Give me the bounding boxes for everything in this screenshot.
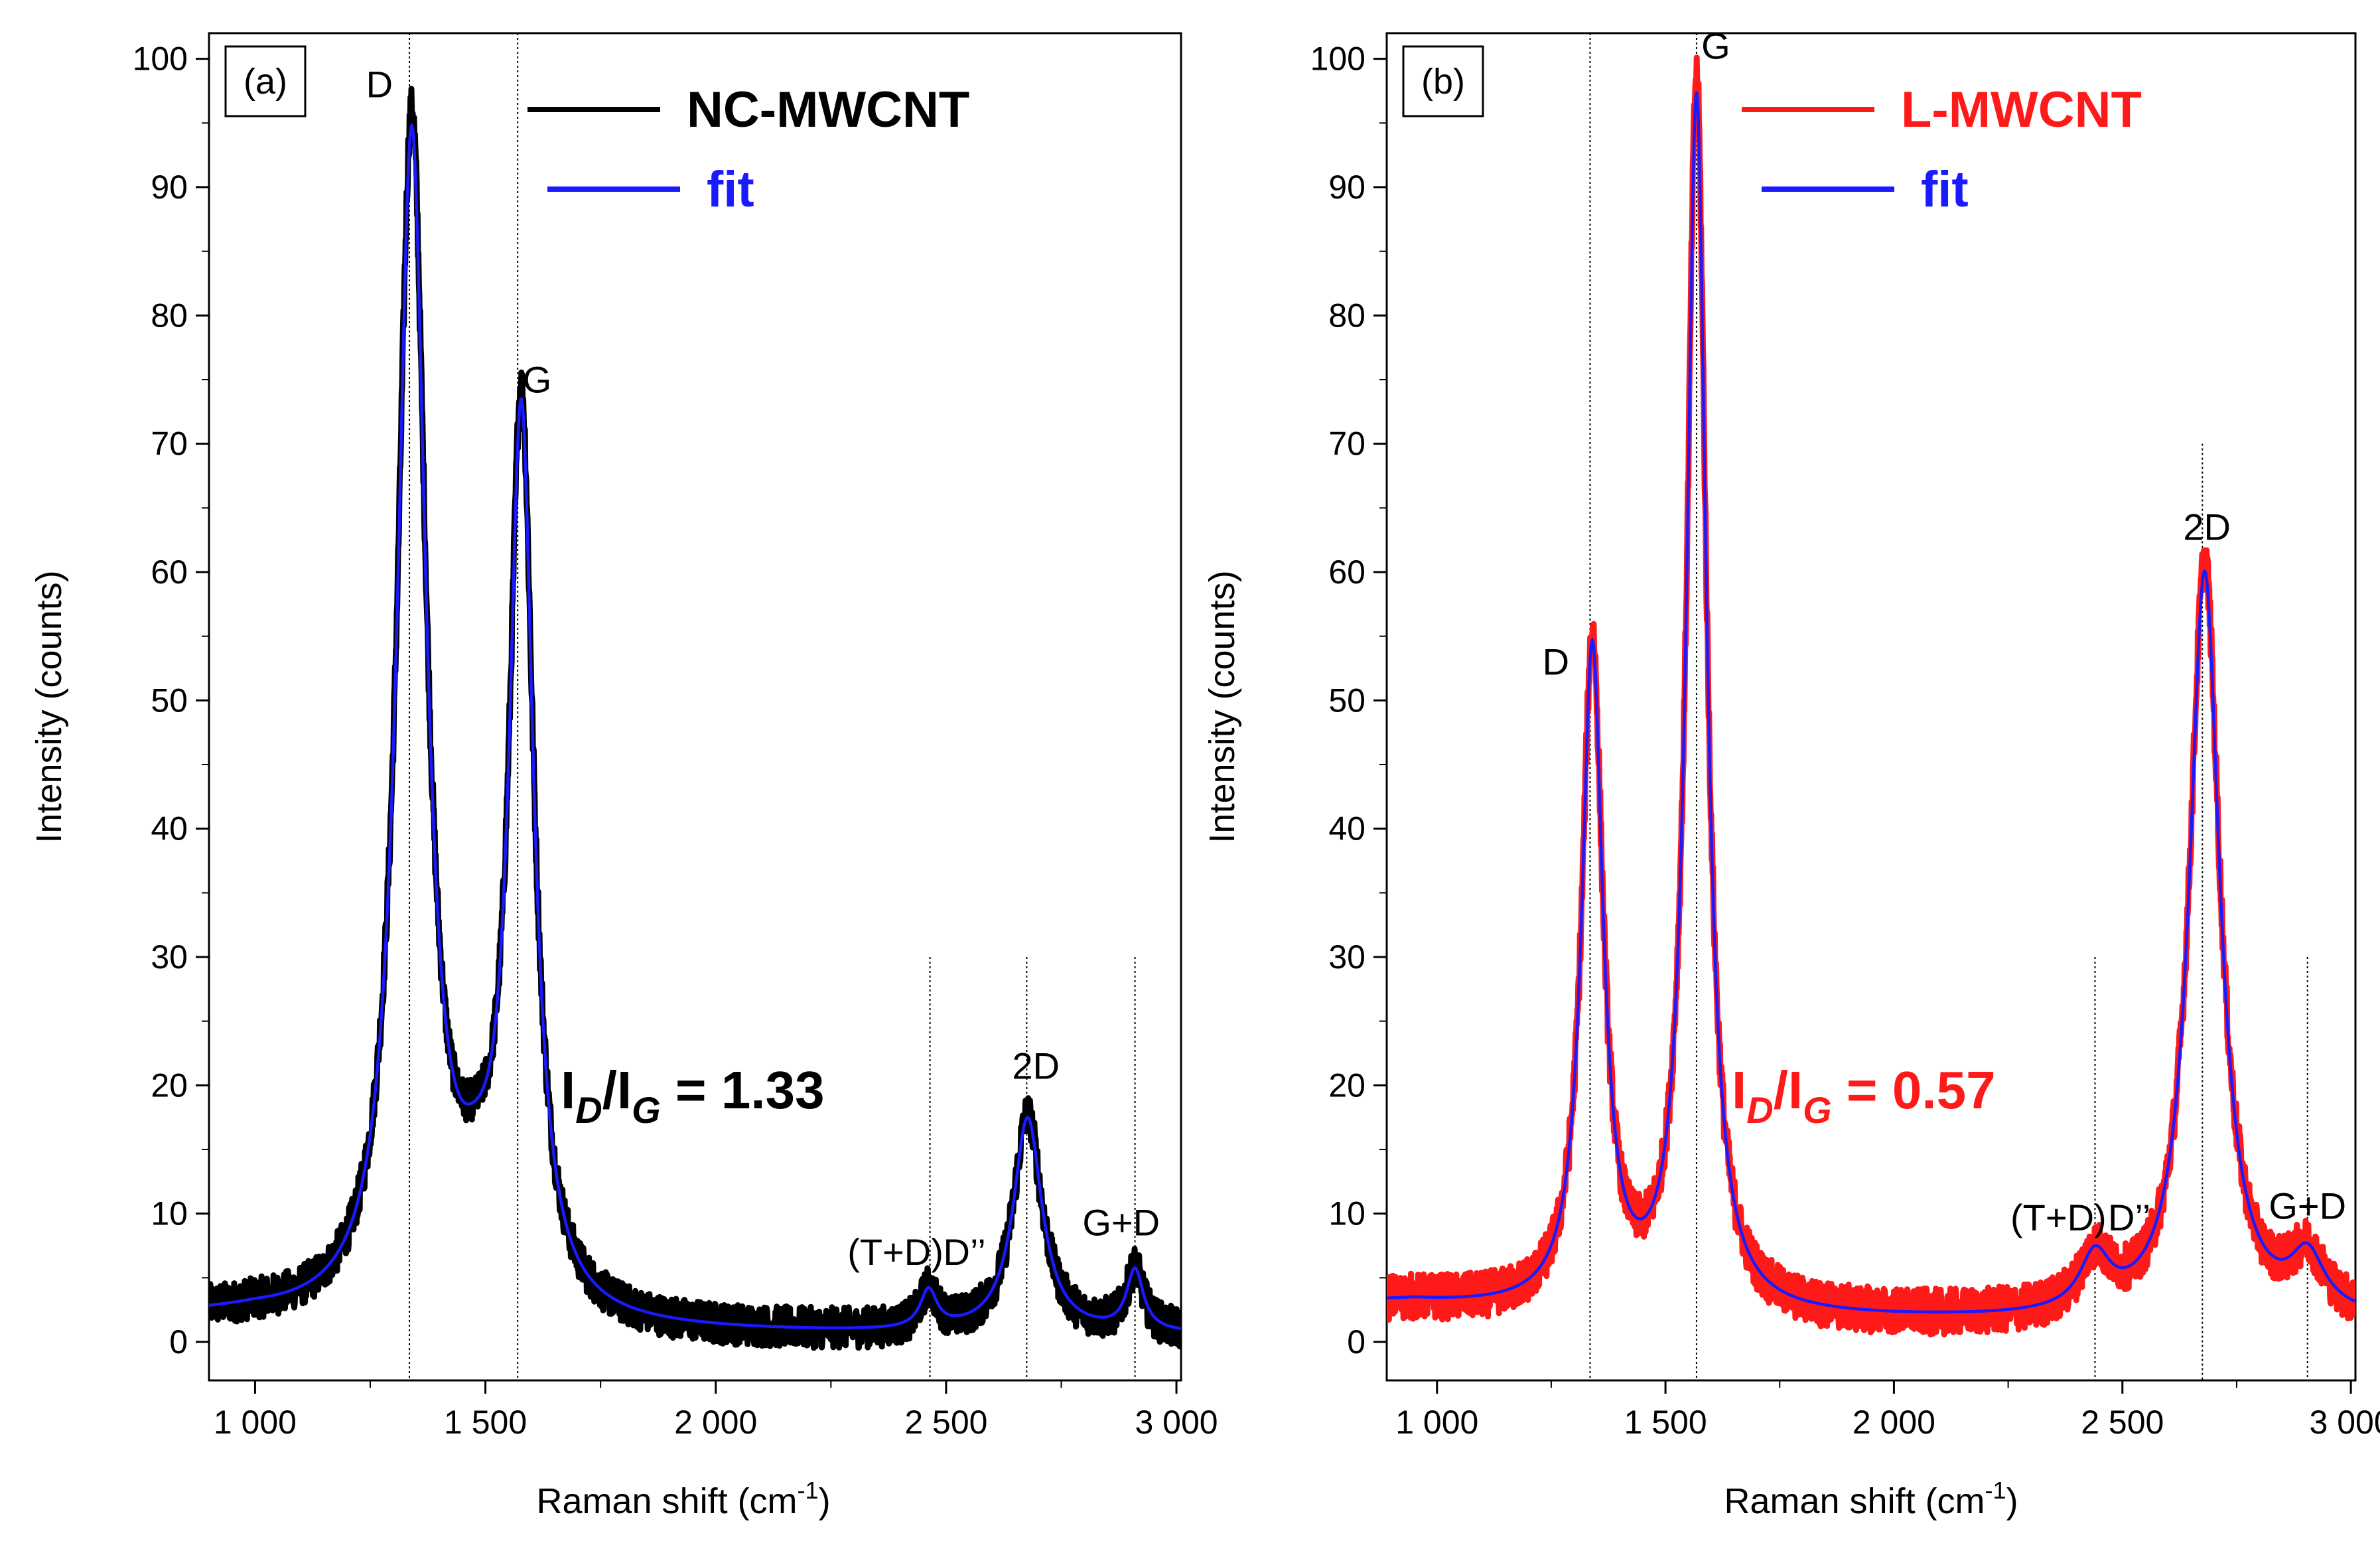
legend-label: NC-MWCNT (687, 82, 969, 138)
y-tick-label: 0 (1347, 1323, 1365, 1361)
peak-label: G (523, 358, 552, 400)
y-tick-label: 0 (169, 1323, 188, 1361)
plot-frame (1385, 32, 2357, 1382)
x-tick-label: 3 000 (2310, 1404, 2380, 1441)
y-tick-label: 40 (1328, 810, 1365, 847)
y-tick-label: 20 (1328, 1067, 1365, 1104)
x-tick-label: 2 000 (1853, 1404, 1935, 1441)
y-axis-title: Intensity (counts) (29, 570, 69, 843)
x-tick-label: 1 000 (214, 1404, 297, 1441)
y-tick-label: 10 (1328, 1195, 1365, 1232)
panel-a: 0 10 20 30 40 50 60 70 80 90 100 1 000 1 500 2 000 2 5… (29, 32, 1218, 1521)
peak-label: D’’ (944, 1231, 986, 1273)
peak-label: (T+D) (847, 1231, 944, 1273)
panel-b: 0 10 20 30 40 50 60 70 80 90 100 1 000 1 500 2 000 2 5… (1202, 25, 2380, 1521)
y-tick-label: 90 (151, 169, 188, 206)
data-series-line (1387, 54, 2355, 1338)
y-tick-label: 100 (1310, 40, 1365, 78)
y-tick-label: 70 (151, 425, 188, 463)
x-tick-label: 1 500 (1624, 1404, 1707, 1441)
panel-label-box (1402, 45, 1484, 117)
panel-label-box (224, 45, 307, 117)
peak-label: 2D (1012, 1045, 1060, 1087)
legend-label: fit (707, 161, 754, 218)
legend-label: L-MWCNT (1901, 82, 2142, 138)
fit-series-line (209, 123, 1181, 1331)
x-tick-label: 2 500 (2081, 1404, 2164, 1441)
x-axis-title: Raman shift (cm-1) (1724, 1477, 2018, 1521)
panel-label: (a) (244, 62, 287, 102)
x-tick-label: 1 000 (1395, 1404, 1478, 1441)
y-tick-label: 60 (1328, 553, 1365, 591)
y-tick-label: 70 (1328, 425, 1365, 463)
y-tick-label: 60 (151, 553, 188, 591)
peak-label: (T+D) (2010, 1197, 2107, 1238)
peak-label: D (366, 64, 393, 106)
peak-label: G+D (1082, 1202, 1160, 1244)
y-axis-title: Intensity (counts) (1202, 570, 1242, 843)
y-tick-label: 30 (151, 938, 188, 976)
y-tick-label: 40 (151, 810, 188, 847)
y-tick-label: 80 (1328, 297, 1365, 334)
intensity-ratio-label: ID/IG = 1.33 (561, 1061, 825, 1131)
peak-label: 2D (2183, 506, 2231, 548)
x-tick-label: 2 000 (674, 1404, 757, 1441)
intensity-ratio-label: ID/IG = 0.57 (1732, 1061, 1996, 1131)
peak-label: G (1701, 25, 1730, 67)
y-tick-label: 90 (1328, 169, 1365, 206)
peak-label: G+D (2269, 1185, 2346, 1226)
y-tick-label: 80 (151, 297, 188, 334)
legend-label: fit (1921, 161, 1969, 218)
y-tick-label: 10 (151, 1195, 188, 1232)
x-axis-title: Raman shift (cm-1) (536, 1477, 830, 1521)
x-tick-label: 2 500 (904, 1404, 987, 1441)
y-tick-label: 50 (151, 682, 188, 719)
y-tick-label: 50 (1328, 682, 1365, 719)
peak-label: D (1543, 641, 1569, 683)
panel-label: (b) (1421, 62, 1465, 102)
peak-label: D’’ (2108, 1197, 2150, 1238)
x-tick-label: 1 500 (444, 1404, 527, 1441)
fit-series-line (1387, 90, 2355, 1314)
y-tick-label: 30 (1328, 938, 1365, 976)
y-tick-label: 100 (133, 40, 188, 78)
y-tick-label: 20 (151, 1067, 188, 1104)
x-tick-label: 3 000 (1135, 1404, 1218, 1441)
plot-frame (208, 32, 1182, 1382)
